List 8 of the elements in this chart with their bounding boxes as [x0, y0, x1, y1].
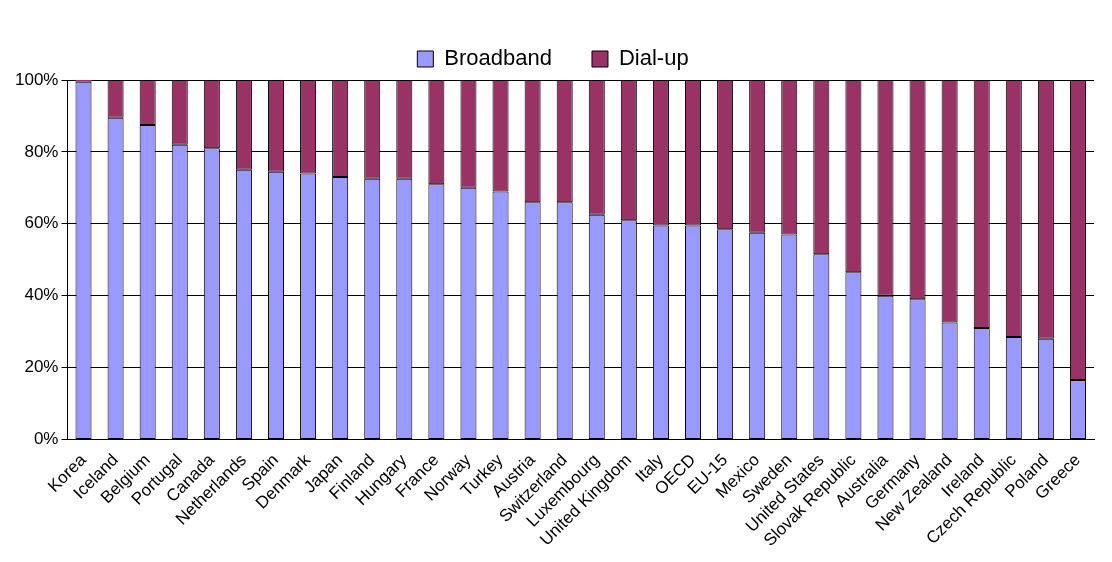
- legend-label: Broadband: [444, 45, 552, 71]
- y-tick-label: 40%: [24, 285, 59, 305]
- y-tick-label: 60%: [24, 213, 59, 233]
- y-tick-label: 80%: [24, 141, 59, 161]
- y-tick-label: 20%: [24, 357, 59, 377]
- legend-label: Dial-up: [618, 45, 689, 71]
- y-tick-label: 100%: [15, 69, 59, 89]
- y-tick-label: 0%: [33, 429, 59, 449]
